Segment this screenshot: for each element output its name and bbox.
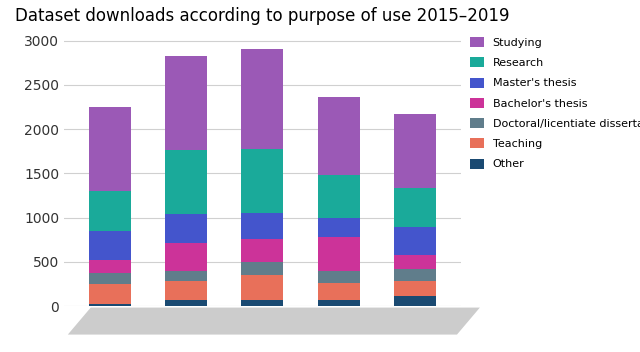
Bar: [241, 275, 284, 301]
Bar: [394, 269, 436, 281]
Bar: [89, 284, 131, 303]
Bar: [394, 281, 436, 296]
Bar: [394, 188, 436, 227]
Bar: [317, 97, 360, 175]
Bar: [89, 191, 131, 231]
Bar: [394, 114, 436, 188]
Bar: [241, 49, 284, 150]
Bar: [317, 283, 360, 301]
Bar: [165, 282, 207, 300]
Polygon shape: [68, 308, 480, 335]
Bar: [394, 227, 436, 255]
Bar: [317, 218, 360, 237]
Bar: [241, 301, 284, 306]
Legend: Studying, Research, Master's thesis, Bachelor's thesis, Doctoral/licentiate diss: Studying, Research, Master's thesis, Bac…: [470, 37, 640, 169]
Bar: [317, 301, 360, 306]
Bar: [241, 239, 284, 262]
Title: Dataset downloads according to purpose of use 2015–2019: Dataset downloads according to purpose o…: [15, 7, 509, 25]
Bar: [165, 243, 207, 271]
Bar: [165, 300, 207, 306]
Bar: [394, 255, 436, 269]
Bar: [317, 237, 360, 271]
Bar: [165, 56, 207, 150]
Bar: [317, 175, 360, 218]
Bar: [89, 231, 131, 260]
Bar: [165, 214, 207, 243]
Bar: [89, 260, 131, 274]
Bar: [394, 296, 436, 306]
Bar: [241, 150, 284, 213]
Bar: [241, 262, 284, 275]
Bar: [317, 271, 360, 283]
Bar: [89, 274, 131, 284]
Bar: [165, 150, 207, 214]
Bar: [165, 271, 207, 282]
Bar: [241, 213, 284, 239]
Bar: [89, 303, 131, 306]
Bar: [89, 107, 131, 191]
